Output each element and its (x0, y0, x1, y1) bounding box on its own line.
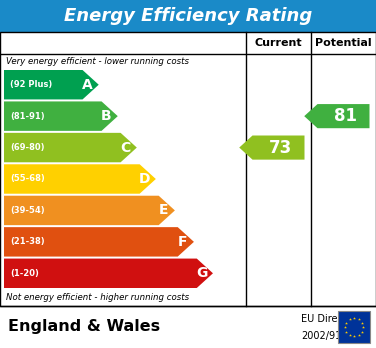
Polygon shape (4, 133, 137, 162)
Text: 2002/91/EC: 2002/91/EC (301, 331, 357, 341)
Polygon shape (4, 196, 175, 225)
Text: C: C (120, 141, 130, 155)
Polygon shape (4, 164, 156, 194)
Text: (21-38): (21-38) (10, 237, 45, 246)
Text: E: E (159, 204, 168, 218)
Bar (0, 306, 376, 348)
Text: England & Wales: England & Wales (8, 319, 160, 334)
Text: Energy Efficiency Rating: Energy Efficiency Rating (64, 7, 312, 25)
Text: (55-68): (55-68) (10, 174, 45, 183)
Polygon shape (4, 227, 194, 256)
Text: EU Directive: EU Directive (301, 315, 361, 324)
Polygon shape (239, 135, 305, 160)
Polygon shape (4, 70, 99, 100)
Text: (69-80): (69-80) (10, 143, 44, 152)
Text: Potential: Potential (315, 38, 372, 48)
Text: D: D (139, 172, 150, 186)
Text: 73: 73 (269, 139, 292, 157)
Text: Current: Current (255, 38, 302, 48)
Text: (1-20): (1-20) (10, 269, 39, 278)
Bar (0, 0, 376, 32)
Bar (0, 32, 376, 306)
Text: (39-54): (39-54) (10, 206, 45, 215)
Polygon shape (4, 259, 213, 288)
Text: Not energy efficient - higher running costs: Not energy efficient - higher running co… (6, 293, 189, 302)
Text: Very energy efficient - lower running costs: Very energy efficient - lower running co… (6, 57, 189, 66)
Text: (81-91): (81-91) (10, 112, 45, 121)
Polygon shape (4, 101, 118, 131)
Text: G: G (196, 266, 207, 280)
Text: A: A (82, 78, 93, 92)
Text: 81: 81 (334, 107, 357, 125)
Text: B: B (101, 109, 112, 123)
Bar (338, 311, 370, 343)
Text: (92 Plus): (92 Plus) (10, 80, 52, 89)
Text: F: F (178, 235, 187, 249)
Polygon shape (304, 104, 370, 128)
